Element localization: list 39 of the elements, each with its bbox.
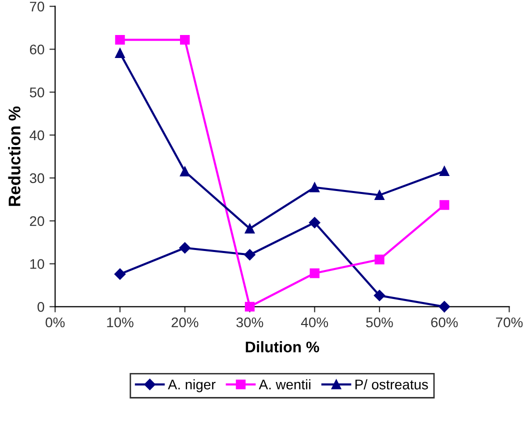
- y-tick-label: 40: [30, 130, 44, 140]
- y-tick-label: 0: [38, 302, 44, 312]
- point: [244, 224, 255, 234]
- x-tick-label: 20%: [172, 317, 198, 328]
- point: [309, 216, 320, 228]
- x-tick-label: 60%: [431, 317, 458, 328]
- legend-label: A. niger: [168, 379, 216, 392]
- point: [438, 301, 450, 312]
- point: [374, 290, 386, 302]
- y-tick-label: 70: [30, 2, 44, 12]
- y-axis-title: Reduction %: [8, 106, 20, 206]
- point: [440, 166, 450, 176]
- point: [179, 242, 190, 254]
- point: [115, 34, 125, 45]
- point: [374, 190, 384, 200]
- y-tick-label: 60: [30, 44, 44, 54]
- point: [244, 302, 255, 312]
- point: [180, 166, 190, 176]
- point: [244, 249, 256, 260]
- point: [440, 200, 450, 210]
- y-tick-label: 10: [30, 259, 44, 269]
- x-tick-label: 40%: [301, 317, 328, 328]
- x-tick-label: 70%: [496, 317, 523, 328]
- x-tick-label: 10%: [107, 317, 134, 328]
- point: [115, 48, 125, 58]
- point: [180, 34, 190, 45]
- x-axis-title: Dilution %: [246, 341, 320, 352]
- y-tick-label: 20: [30, 216, 44, 226]
- y-tick-label: 30: [30, 173, 44, 184]
- x-tick-label: 50%: [366, 317, 393, 328]
- y-tick-label: 50: [30, 87, 44, 98]
- x-tick-label: 0%: [46, 317, 65, 328]
- x-tick-label: 30%: [236, 317, 264, 328]
- point: [310, 182, 320, 192]
- legend-label: P/ ostreatus: [355, 379, 428, 390]
- point: [310, 268, 320, 278]
- point: [374, 254, 384, 264]
- point: [114, 268, 126, 280]
- legend-label: A. wentii: [258, 379, 310, 390]
